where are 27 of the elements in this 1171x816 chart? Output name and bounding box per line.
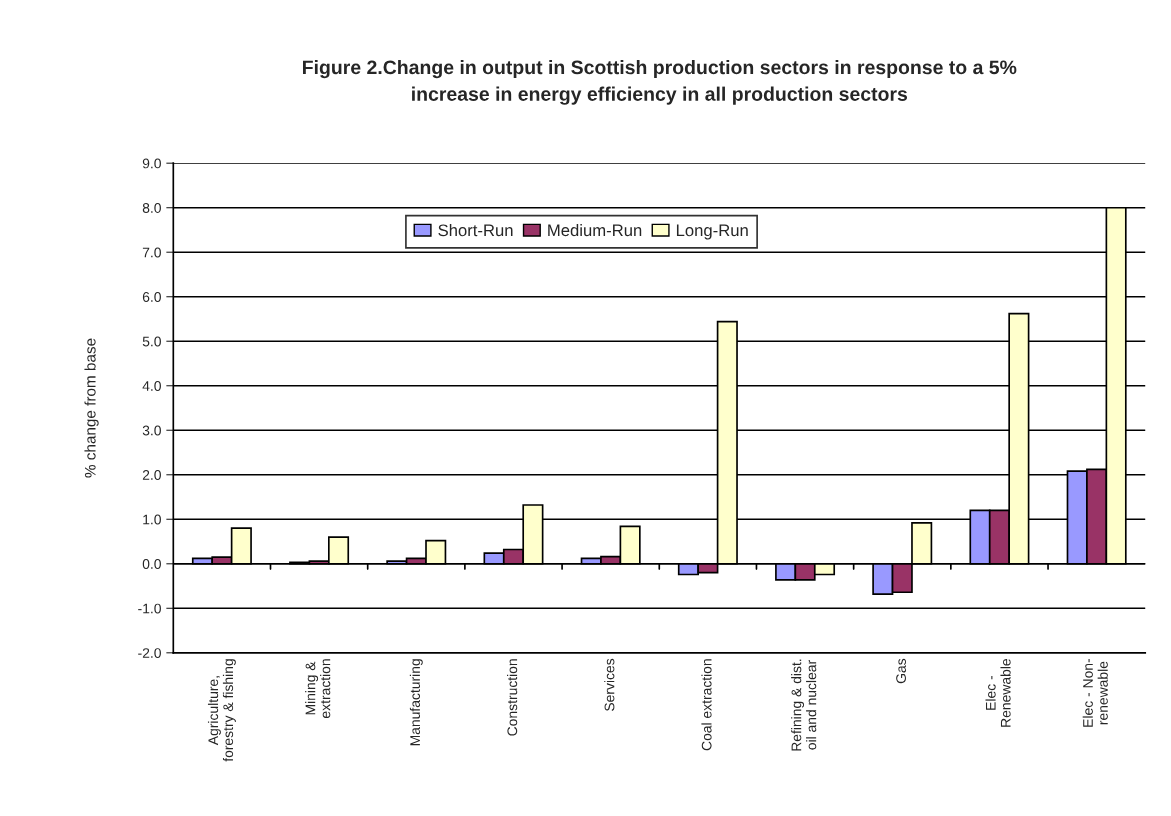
y-tick-label: -2.0 [138,648,161,658]
y-tick-label: 6.0 [142,292,161,302]
y-tick-label: -1.0 [138,603,161,614]
x-tick-label: Construction [507,659,518,736]
y-tick-label: 7.0 [142,247,161,258]
legend-label: Long-Run [676,224,748,240]
x-tick-label: Mining & extraction [305,659,331,718]
x-tick-label: Manufacturing [409,659,423,746]
x-tick-label: Agriculture, forestry & fishing [207,659,236,762]
y-tick-label: 5.0 [142,336,161,347]
legend-label: Medium-Run [548,223,642,237]
x-tick-label: Refining & dist. oil and nuclear [791,659,817,751]
y-tick-label: 1.0 [143,514,161,525]
x-tick-label: Gas [896,658,906,684]
x-tick-label: Elec - Renewable [985,658,1011,727]
y-tick-label: 8.0 [142,203,161,213]
legend-label: Short-Run [438,223,513,237]
y-axis-title: % change from base [84,338,99,478]
chart-title: Figure 2.Change in output in Scottish production sectors in response to a 5% increase in energy efficiency in all production sectors [303,59,1017,105]
x-tick-label: Elec - Non- renewable [1082,658,1108,727]
x-tick-label: Coal extraction [701,659,712,751]
y-tick-label: 2.0 [142,470,161,480]
y-tick-label: 0.0 [142,559,161,569]
x-tick-label: Services [604,658,615,711]
y-tick-label: 4.0 [142,381,161,391]
y-tick-label: 3.0 [142,425,161,436]
y-tick-label: 9.0 [142,158,161,169]
